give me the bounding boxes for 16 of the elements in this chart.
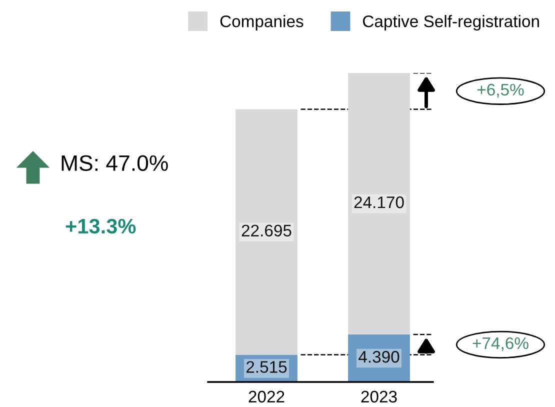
bar: [236, 354, 298, 382]
bar: [348, 334, 410, 382]
legend-label: Companies: [220, 15, 304, 31]
text: +74,6%: [472, 337, 528, 352]
bar: [348, 73, 410, 335]
text: +6,5%: [477, 84, 524, 98]
text: MS: 47.0%: [62, 155, 168, 171]
legend-label: Captive Self-registration: [363, 15, 539, 31]
data-label: 24.170: [354, 196, 404, 208]
x-tick-label: 2022: [248, 390, 284, 403]
x-tick-label: 2023: [361, 390, 397, 403]
bar: [236, 109, 298, 355]
data-label: 2.515: [246, 361, 287, 373]
text: +13.3%: [66, 218, 136, 234]
data-label: 22.695: [242, 224, 292, 236]
data-label: 4.390: [358, 350, 400, 363]
